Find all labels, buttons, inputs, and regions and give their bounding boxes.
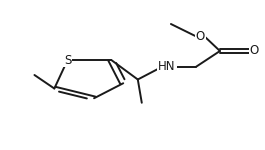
Text: HN: HN <box>158 60 176 73</box>
Text: O: O <box>250 45 259 57</box>
Text: O: O <box>196 30 205 42</box>
Text: S: S <box>64 54 71 66</box>
